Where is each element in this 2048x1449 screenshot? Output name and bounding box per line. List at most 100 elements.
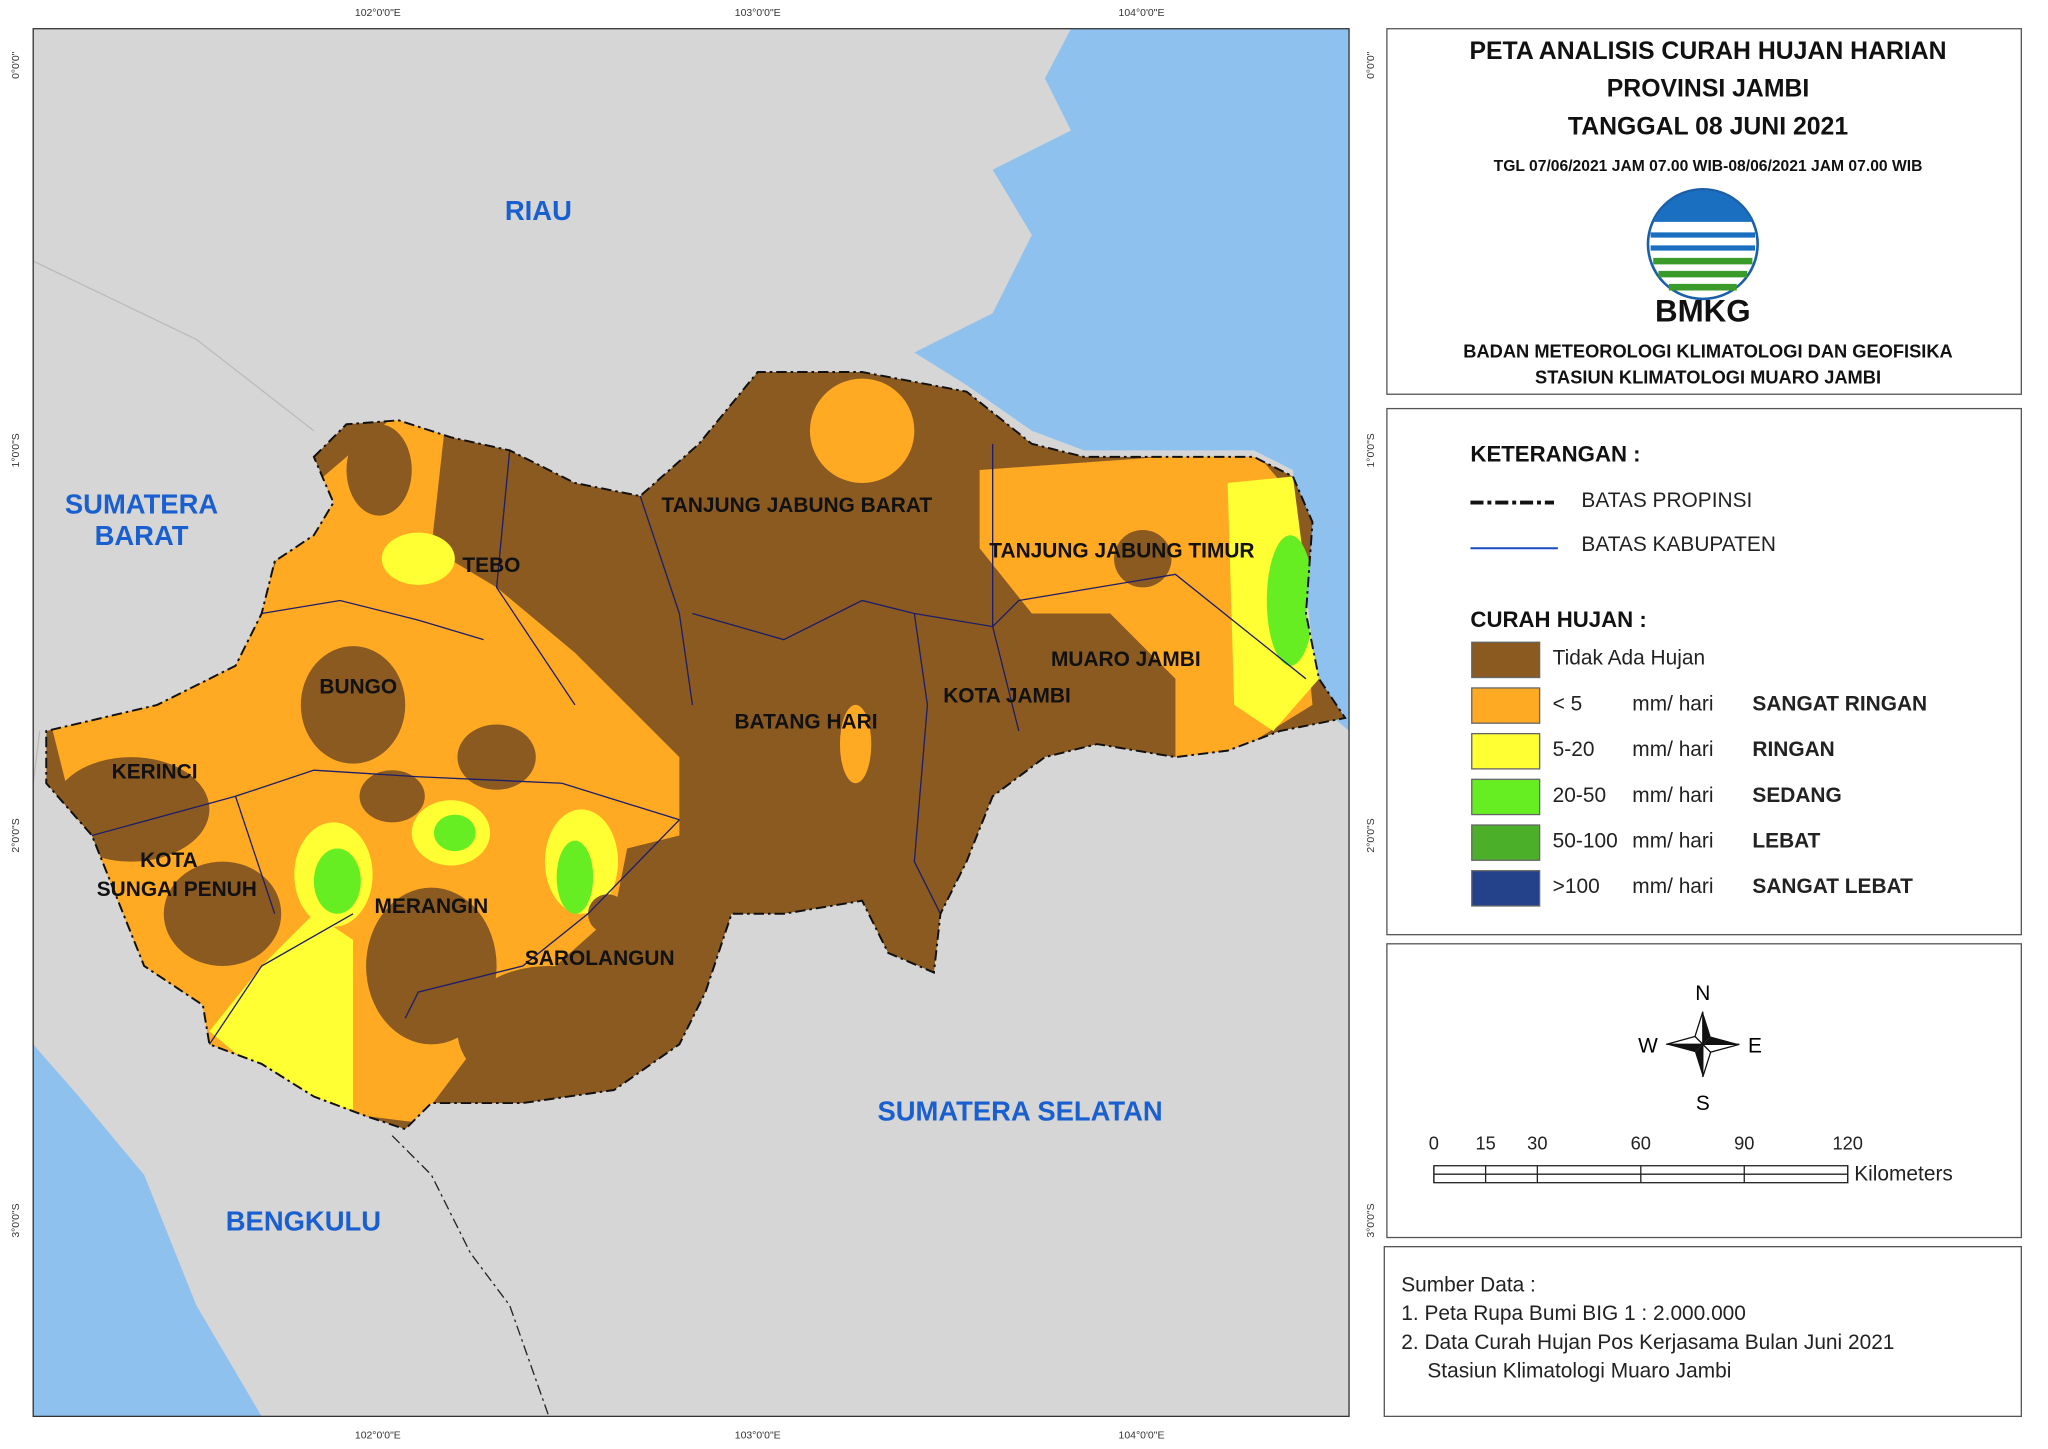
class-range: 5-20 [1553, 738, 1595, 761]
class-swatch [1471, 778, 1541, 816]
compass-s: S [1696, 1092, 1710, 1115]
rain-zone [313, 848, 361, 914]
class-category: SANGAT RINGAN [1752, 692, 1927, 715]
source-item: 1. Peta Rupa Bumi BIG 1 : 2.000.000 [1401, 1302, 1746, 1325]
scale-label: 15 [1475, 1133, 1495, 1154]
regency-border [91, 443, 1307, 1045]
legend-label: BATAS PROPINSI [1581, 489, 1752, 512]
regency-label: SAROLANGUN [525, 947, 675, 970]
rain-zone [587, 894, 628, 934]
coord-label: 0°0'0" [1366, 51, 1377, 79]
coord-label: 3°0'0"S [1366, 1203, 1377, 1237]
agency: BADAN METEOROLOGI KLIMATOLOGI DAN GEOFIS… [1463, 340, 1952, 361]
class-category: SEDANG [1752, 784, 1841, 807]
province-label: BARAT [95, 520, 189, 551]
class-range: < 5 [1553, 692, 1583, 715]
coord-label: 104°0'0"E [1119, 1431, 1165, 1442]
coord-label: 104°0'0"E [1119, 8, 1165, 19]
title: TANGGAL 08 JUNI 2021 [1568, 113, 1848, 140]
regency-labels: TEBO BUNGO KERINCI KOTA SUNGAI PENUH MER… [97, 494, 1255, 970]
compass-panel [1386, 943, 2022, 1239]
scale-label: 90 [1734, 1133, 1754, 1154]
period: TGL 07/06/2021 JAM 07.00 WIB-08/06/2021 … [1494, 158, 1923, 175]
rain-title: CURAH HUJAN : [1470, 607, 1646, 632]
legend-label: BATAS KABUPATEN [1581, 533, 1776, 556]
class-range: Tidak Ada Hujan [1553, 647, 1705, 670]
map: RIAU SUMATERA BARAT SUMATERA SELATAN BEN… [33, 28, 1350, 1417]
scale-label: 60 [1631, 1133, 1651, 1154]
rain-zone [809, 378, 915, 483]
class-swatch [1471, 870, 1541, 907]
compass-w: W [1638, 1034, 1658, 1057]
regency-label: KERINCI [112, 760, 198, 783]
coord-label: 103°0'0"E [735, 1431, 781, 1442]
compass-e: E [1748, 1034, 1762, 1057]
source-item: Stasiun Klimatologi Muaro Jambi [1427, 1359, 1731, 1382]
map-frame [32, 28, 1350, 1418]
rain-zone [163, 861, 282, 966]
compass-n: N [1695, 982, 1710, 1005]
rain-zone [346, 424, 412, 516]
class-swatch [1471, 641, 1541, 679]
coord-label: 2°0'0"S [1366, 818, 1377, 852]
class-category: RINGAN [1752, 738, 1834, 761]
province-label: SUMATERA [65, 489, 218, 520]
province-labels: RIAU SUMATERA BARAT SUMATERA SELATAN BEN… [65, 195, 1163, 1236]
title: PROVINSI JAMBI [1607, 76, 1810, 103]
agency: STASIUN KLIMATOLOGI MUARO JAMBI [1535, 366, 1881, 387]
rain-zone [1266, 535, 1314, 666]
class-range: 50-100 [1553, 830, 1618, 853]
sea [33, 1044, 262, 1417]
class-category: SANGAT LEBAT [1752, 875, 1913, 898]
source-panel [1383, 1246, 2022, 1418]
regency-label: BATANG HARI [734, 711, 877, 734]
rain-zone [359, 770, 425, 823]
coord-label: 102°0'0"E [355, 8, 401, 19]
coord-label: 0°0'0" [11, 51, 22, 79]
scale-bar: 0 15 30 60 90 120 [1429, 1133, 1863, 1184]
source-item: 2. Data Curah Hujan Pos Kerjasama Bulan … [1401, 1331, 1894, 1354]
rain-zone [366, 887, 497, 1045]
scale-label: 120 [1832, 1133, 1862, 1154]
class-unit: mm/ hari [1632, 784, 1713, 807]
class-unit: mm/ hari [1632, 692, 1713, 715]
class-range: 20-50 [1553, 784, 1606, 807]
class-swatch [1471, 824, 1541, 861]
regency-label: MUARO JAMBI [1051, 648, 1201, 671]
regency-label: TANJUNG JABUNG TIMUR [989, 540, 1254, 563]
coordinates: 102°0'0"E 103°0'0"E 104°0'0"E 102°0'0"E 103°… [11, 8, 1377, 1442]
rain-zone [381, 532, 455, 585]
rain-zone [457, 966, 641, 1097]
source-title: Sumber Data : [1401, 1273, 1536, 1296]
regency-label: BUNGO [319, 675, 397, 698]
class-unit: mm/ hari [1632, 875, 1713, 898]
coord-label: 2°0'0"S [11, 818, 22, 852]
province-border [391, 1135, 550, 1417]
regency-label: KOTA JAMBI [943, 685, 1071, 708]
province-label: SUMATERA SELATAN [877, 1096, 1162, 1127]
class-unit: mm/ hari [1632, 830, 1713, 853]
coord-label: 102°0'0"E [355, 1431, 401, 1442]
province-label: BENGKULU [226, 1205, 381, 1236]
coord-label: 1°0'0"S [11, 433, 22, 467]
regency-label: MERANGIN [375, 895, 489, 918]
class-category: LEBAT [1752, 830, 1820, 853]
class-unit: mm/ hari [1632, 738, 1713, 761]
regency-label: TANJUNG JABUNG BARAT [662, 494, 933, 517]
rain-zone [300, 646, 406, 764]
legend-title: KETERANGAN : [1470, 441, 1640, 466]
class-range: >100 [1553, 875, 1600, 898]
scale-unit: Kilometers [1854, 1162, 1953, 1185]
coord-label: 3°0'0"S [11, 1203, 22, 1237]
scale-label: 0 [1429, 1133, 1439, 1154]
regency-label: TEBO [462, 554, 520, 577]
regency-label: KOTA [140, 849, 198, 872]
rain-zone [433, 814, 476, 852]
rain-zone [1114, 529, 1172, 588]
rain-classes: Tidak Ada Hujan < 5 mm/ hari SANGAT RINGAN 5… [1471, 641, 1927, 907]
scale-label: 30 [1527, 1133, 1547, 1154]
logo-text: BMKG [1655, 294, 1751, 329]
rain-zone [839, 704, 872, 784]
rain-zone [457, 724, 536, 790]
